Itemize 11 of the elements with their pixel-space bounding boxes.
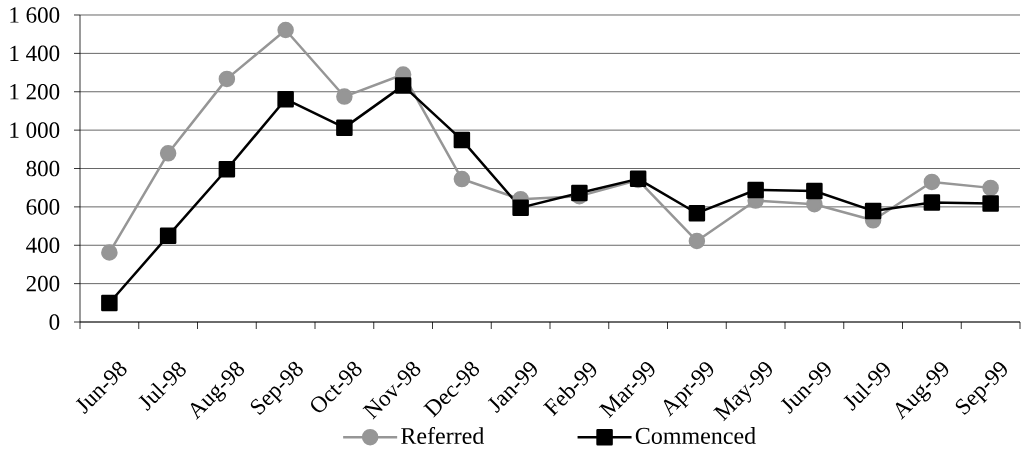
legend-label: Referred bbox=[401, 426, 485, 445]
legend-label: Commenced bbox=[635, 427, 756, 444]
y-tick-label: 1 600 bbox=[10, 7, 60, 23]
y-tick-label: 200 bbox=[26, 275, 60, 292]
y-tick-label: 1 400 bbox=[10, 45, 60, 62]
y-tick-label: 400 bbox=[26, 237, 60, 253]
y-tick-label: 600 bbox=[26, 199, 60, 215]
y-tick-label: 1 000 bbox=[10, 122, 60, 138]
y-tick-label: 1 200 bbox=[10, 83, 60, 100]
y-tick-label: 800 bbox=[26, 160, 60, 177]
y-tick-label: 0 bbox=[49, 314, 60, 330]
